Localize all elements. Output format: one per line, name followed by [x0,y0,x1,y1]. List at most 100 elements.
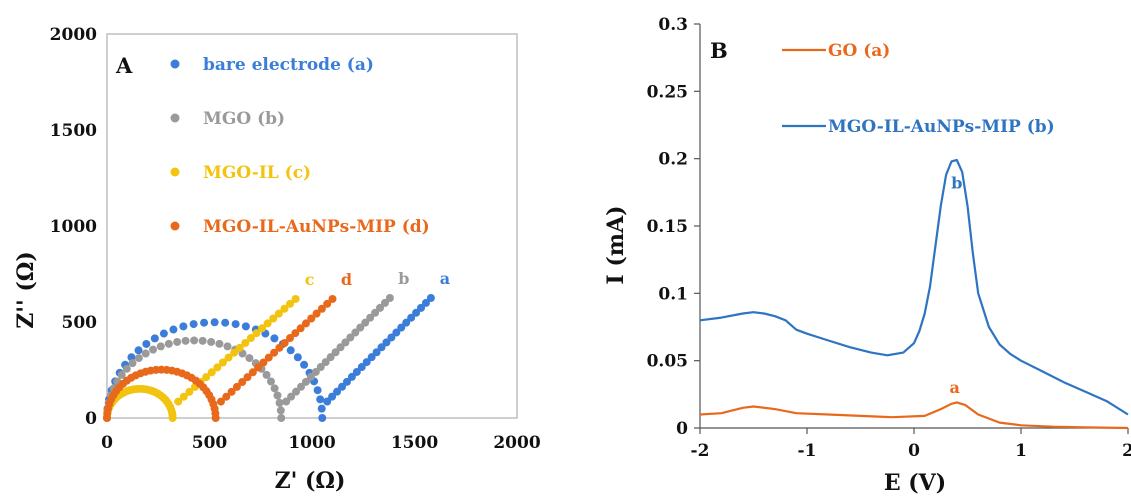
data-point [231,320,240,329]
data-point [134,346,143,355]
data-point [287,392,296,401]
data-point [200,318,209,327]
data-point [296,324,305,333]
data-point [207,368,216,377]
data-point [263,319,272,328]
data-point [266,377,275,386]
y-tick-label-a: 1500 [50,121,97,141]
data-point [246,334,255,343]
curve-label: a [440,269,450,288]
y-tick-label-b: 0 [676,419,688,439]
data-point [328,294,337,303]
legend-entry: GO (a) [828,41,890,61]
data-point [362,358,371,367]
legend-entry: bare electrode (a) [203,55,374,75]
y-axis-label-a: Z'' (Ω) [13,251,39,329]
series-line-b [699,158,1129,416]
data-point [376,303,385,312]
data-point [164,339,173,348]
data-point [328,392,337,401]
data-point [316,395,325,404]
data-point [356,323,365,332]
data-point [297,382,306,391]
y-axis-label-b: I (mA) [603,205,629,284]
data-point [238,378,247,387]
x-tick-label-a: 1000 [288,433,335,453]
data-point [168,414,177,422]
data-point [141,349,150,358]
data-point [241,338,250,347]
legend-entry: MGO-IL-AuNPs-MIP (d) [203,217,430,237]
data-point [347,372,356,381]
data-point [264,353,273,362]
data-point [382,338,391,347]
data-point [342,377,351,386]
data-point [286,299,295,308]
data-point [269,314,278,323]
data-point [426,294,435,302]
data-point [317,404,326,413]
data-point [218,358,227,367]
data-point [235,343,244,352]
data-point [407,313,416,322]
data-point [323,397,332,406]
data-point [270,334,279,343]
y-tick-label-a: 500 [62,313,98,333]
legend-entry: MGO-IL-AuNPs-MIP (b) [828,117,1055,137]
data-point [270,348,279,357]
panel-label-b: B [710,38,728,63]
data-point [210,318,219,327]
data-point [252,329,261,338]
data-point [185,387,194,396]
data-point [280,304,289,313]
x-axis-label-a: Z' (Ω) [275,468,346,494]
data-point [321,358,330,367]
series-points-d [103,294,337,422]
data-point [122,364,131,373]
panel-label-a: A [115,53,133,78]
legend-marker [170,167,180,177]
x-tick-label-b: 0 [908,441,920,461]
data-point [222,392,231,401]
data-point [179,322,188,331]
data-point [291,329,300,338]
data-point [274,309,283,318]
x-tick-label-a: 1500 [391,433,438,453]
data-point [159,329,168,338]
data-point [232,382,241,391]
data-point [326,353,335,362]
x-tick-label-a: 2000 [493,433,540,453]
data-point [307,314,316,323]
data-point [352,367,361,376]
data-point [245,354,254,363]
curve-label: b [398,269,409,288]
data-point [227,387,236,396]
data-point [357,363,366,372]
data-point [254,363,263,372]
data-point [338,382,347,391]
data-point [221,318,230,327]
y-tick-label-b: 0.3 [658,15,688,35]
data-point [127,353,136,362]
data-point [316,363,325,372]
data-point [275,343,284,352]
data-point [223,342,232,351]
data-point [291,294,300,303]
data-point [286,346,295,355]
data-point [380,298,389,307]
data-point [361,318,370,327]
data-point [270,384,279,393]
data-point [134,354,143,363]
data-point [301,377,310,386]
data-point [371,308,380,317]
y-tick-label-a: 2000 [50,25,97,45]
data-point [243,373,252,382]
data-point [173,337,182,346]
data-point [181,336,190,345]
y-tick-label-a: 0 [85,409,97,429]
data-point [215,339,224,348]
data-point [286,334,295,343]
data-point [282,397,291,406]
data-point [385,294,394,302]
data-point [331,348,340,357]
